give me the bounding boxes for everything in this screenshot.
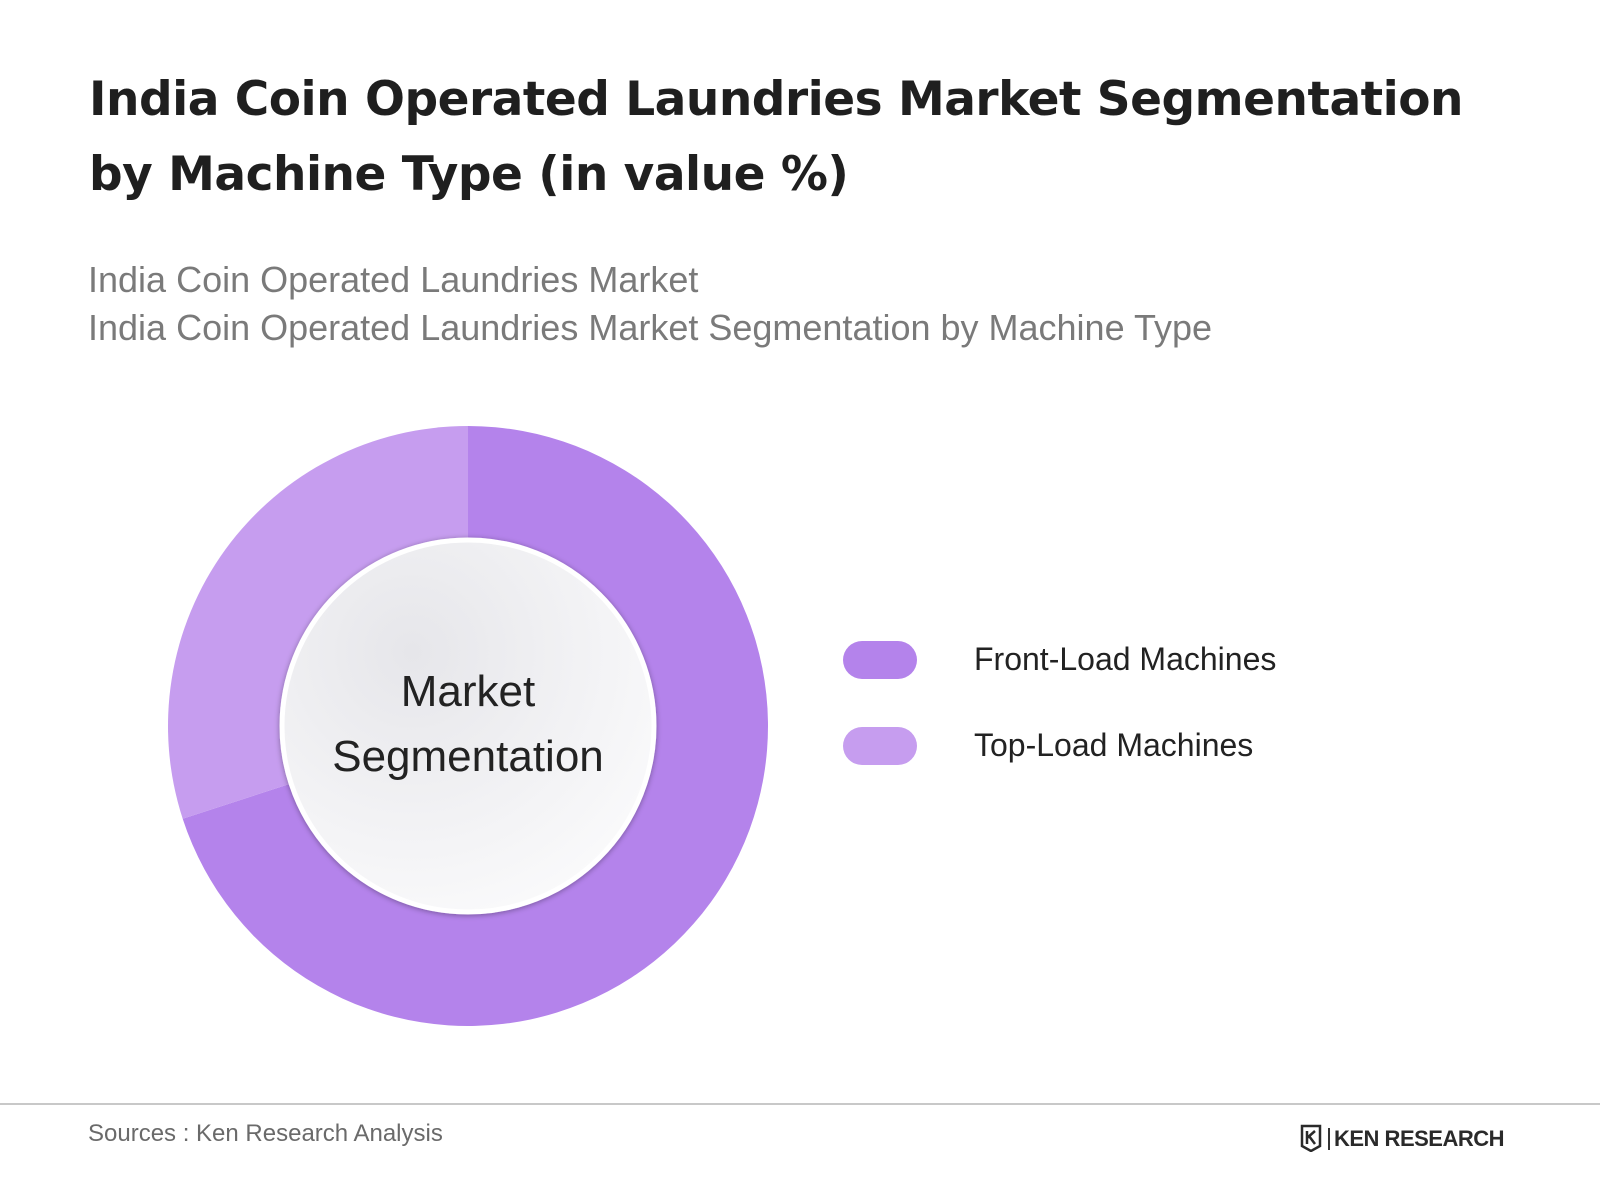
legend-item-front-load: Front-Load Machines: [843, 641, 1363, 681]
chart-title: India Coin Operated Laundries Market Seg…: [89, 72, 1464, 202]
brand-name: KEN RESEARCH: [1334, 1126, 1505, 1151]
legend-label-front-load: Front-Load Machines: [974, 641, 1277, 677]
legend-item-top-load: Top-Load Machines: [843, 727, 1363, 767]
ken-research-mark-icon: [1300, 1124, 1322, 1152]
legend-swatch-front-load: [843, 641, 917, 679]
sources-note: Sources : Ken Research Analysis: [88, 1120, 443, 1147]
center-label-line-2: Segmentation: [332, 732, 604, 781]
logo-separator: [1328, 1128, 1330, 1150]
legend-swatch-top-load: [843, 727, 917, 765]
legend-label-top-load: Top-Load Machines: [974, 727, 1254, 763]
footer-divider: [0, 1103, 1600, 1105]
center-label-line-1: Market: [400, 667, 536, 716]
ken-research-logo: KEN RESEARCH: [1300, 1124, 1520, 1152]
donut-center-disc: [279, 537, 657, 915]
chart-subtitle-line-1: India Coin Operated Laundries Market: [88, 259, 699, 300]
chart-subtitle-line-2: India Coin Operated Laundries Market Seg…: [88, 307, 1212, 348]
